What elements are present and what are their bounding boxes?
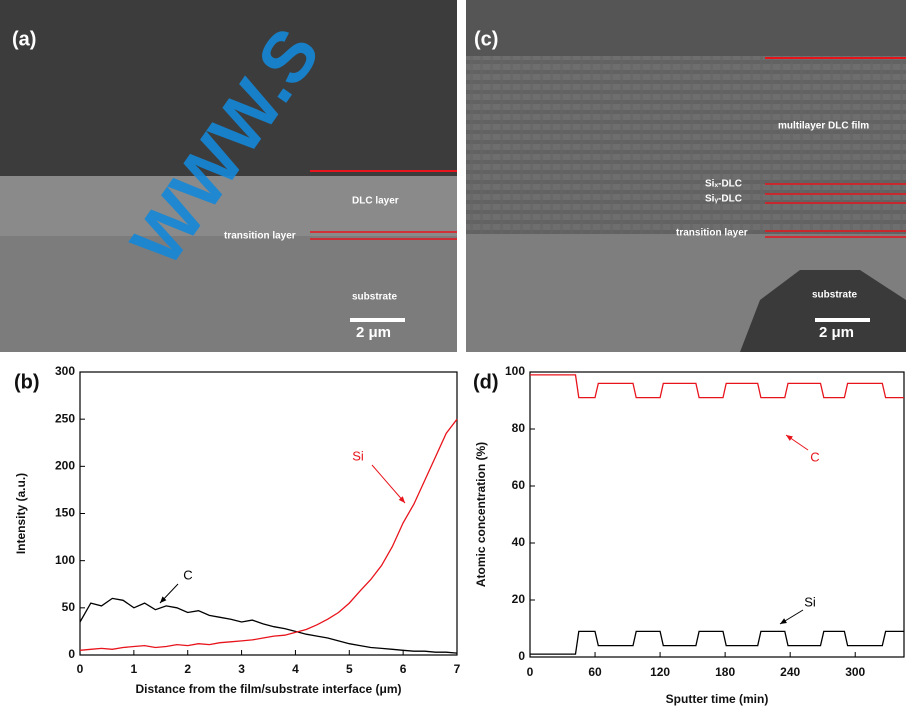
scale-bar-label: 2 μm [356, 324, 391, 341]
x-axis-label: Sputter time (min) [666, 692, 769, 706]
layer-label: Siₓ-DLC [705, 179, 742, 190]
y-tick-label: 40 [512, 535, 526, 549]
y-tick-label: 200 [55, 459, 75, 473]
layer-label: transition layer [676, 228, 748, 239]
series-label: Si [804, 594, 816, 609]
x-tick-label: 300 [845, 665, 865, 679]
y-tick-label: 0 [518, 649, 525, 663]
x-tick-label: 60 [588, 665, 602, 679]
layer-label: multilayer DLC film [778, 121, 869, 132]
panel-label: (b) [14, 371, 40, 393]
x-tick-label: 1 [131, 662, 138, 676]
sem-image-c: (c) multilayer DLC film Siₓ-DLC Siᵧ-DLC … [466, 0, 906, 352]
x-tick-label: 0 [77, 662, 84, 676]
scale-bar-label: 2 μm [819, 324, 854, 341]
y-tick-label: 50 [62, 600, 76, 614]
x-tick-label: 240 [780, 665, 800, 679]
x-tick-label: 7 [454, 662, 461, 676]
plot-frame [529, 371, 905, 658]
x-tick-label: 180 [715, 665, 735, 679]
layer-label: Siᵧ-DLC [705, 194, 742, 205]
y-tick-label: 100 [505, 364, 525, 378]
data-line [530, 374, 904, 399]
arrow [371, 464, 406, 504]
layer-label: transition layer [224, 231, 296, 242]
image-label: (a) [12, 28, 36, 50]
y-axis-label: Intensity (a.u.) [14, 473, 28, 554]
y-tick-label: 60 [512, 478, 526, 492]
y-tick-label: 0 [68, 647, 75, 661]
x-tick-label: 6 [400, 662, 407, 676]
arrow-head [786, 435, 793, 441]
x-tick-label: 120 [650, 665, 670, 679]
layer-label: DLC layer [352, 196, 399, 207]
x-tick-label: 4 [292, 662, 299, 676]
series-label: C [810, 449, 819, 464]
arrow-head [398, 496, 405, 503]
x-axis-label: Distance from the film/substrate interfa… [135, 682, 401, 696]
y-tick-label: 20 [512, 592, 526, 606]
arrow-head [160, 596, 167, 603]
y-tick-label: 100 [55, 553, 75, 567]
data-line [79, 597, 458, 654]
panel-label: (d) [473, 371, 499, 393]
y-axis-label: Atomic concentration (%) [474, 442, 488, 587]
series-label: Si [352, 448, 364, 463]
data-line [79, 418, 458, 651]
x-tick-label: 0 [527, 665, 534, 679]
y-tick-label: 300 [55, 364, 75, 378]
x-tick-label: 5 [346, 662, 353, 676]
y-tick-label: 80 [512, 421, 526, 435]
arrow-head [780, 618, 787, 624]
layer-label: substrate [352, 292, 397, 303]
sem-image-a: (a) DLC layer transition layer substrate… [0, 0, 457, 352]
data-line [530, 630, 904, 655]
layer-label: substrate [812, 290, 857, 301]
image-label: (c) [474, 28, 498, 50]
x-tick-label: 3 [238, 662, 245, 676]
y-tick-label: 250 [55, 411, 75, 425]
series-label: C [183, 567, 192, 582]
x-tick-label: 2 [184, 662, 191, 676]
y-tick-label: 150 [55, 506, 75, 520]
plot-frame [79, 371, 458, 656]
